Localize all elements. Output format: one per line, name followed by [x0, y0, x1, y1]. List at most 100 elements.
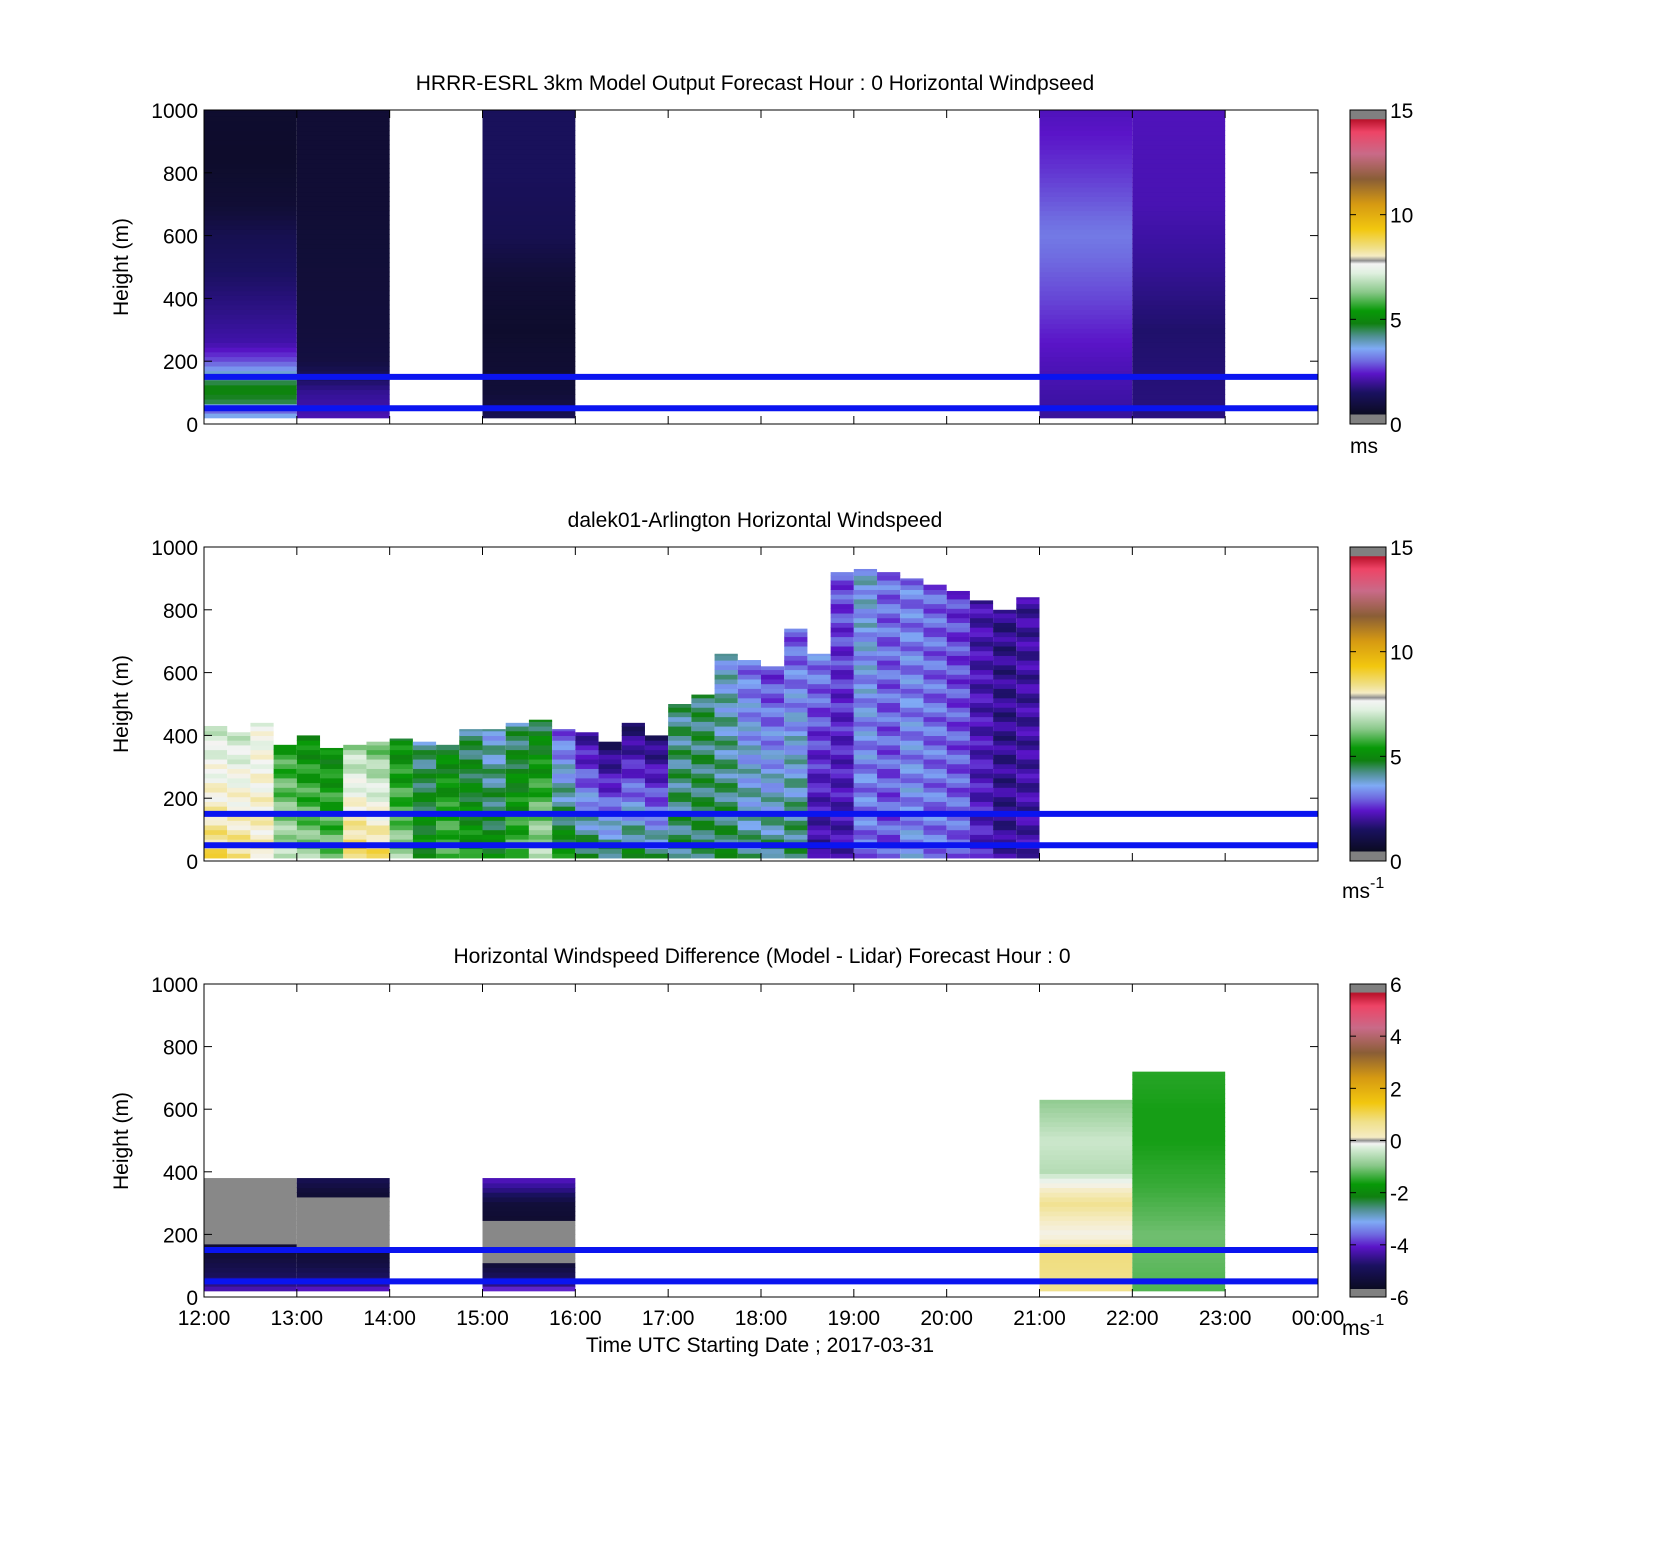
panel2-cell [459, 777, 483, 784]
panel2-cell [621, 815, 645, 821]
panel2-cell [923, 631, 947, 638]
panel2-cell [737, 683, 761, 689]
panel2-cell [389, 829, 413, 835]
panel3-cell [1132, 1074, 1226, 1081]
panel2-cell [877, 711, 901, 718]
panel3-cell [1039, 1267, 1133, 1273]
panel1-cell [1039, 370, 1133, 376]
panel2-cell [505, 791, 529, 798]
panel2-cell [853, 579, 878, 586]
panel2-cell [853, 688, 878, 694]
panel2-cell [273, 777, 297, 784]
panel2-cell [946, 763, 970, 769]
panel2-cell [877, 674, 901, 680]
panel2-cell [737, 664, 761, 671]
panel3-cell [1039, 1159, 1133, 1165]
x-tick-label: 22:00 [1106, 1307, 1159, 1330]
panel1-cell [482, 238, 576, 245]
panel2-cell [528, 815, 553, 821]
panel2-cell [993, 853, 1017, 859]
panel2-cell [389, 806, 413, 812]
panel2-cell [273, 796, 297, 802]
panel2-cell [923, 839, 947, 845]
panel2-cell [946, 702, 970, 708]
panel2-cell [877, 650, 901, 656]
panel2-cell [830, 693, 854, 699]
panel2-cell [946, 820, 970, 826]
panel2-title: dalek01-Arlington Horizontal Windspeed [568, 509, 943, 532]
panel2-cell [737, 773, 761, 779]
panel2-cell [830, 697, 854, 704]
panel2-cell [1016, 730, 1040, 736]
panel2-cell [552, 735, 576, 741]
panel1-cell [204, 304, 297, 310]
panel1-cell [1132, 304, 1226, 310]
panel2-cell [1016, 622, 1040, 628]
panel2-cell [575, 754, 599, 760]
panel2-cell [877, 820, 901, 826]
panel2-cell [946, 693, 970, 699]
panel2-cell [969, 791, 994, 798]
panel1-cell [482, 281, 576, 287]
panel2-cell [436, 824, 460, 831]
panel2-cell [575, 732, 599, 736]
panel2-cell [505, 749, 529, 755]
panel2-cell [273, 754, 297, 760]
panel2-cell [552, 806, 576, 812]
panel2-cell [761, 763, 785, 769]
panel2-cell [204, 815, 228, 821]
panel2-cell [877, 612, 901, 619]
panel2-cell [227, 829, 251, 835]
panel2-cell [807, 834, 831, 840]
panel2-cell [784, 773, 808, 779]
panel2-cell [830, 669, 854, 675]
panel2-cell [969, 655, 994, 661]
panel2-cell [250, 796, 274, 802]
panel1-cell [1132, 361, 1226, 367]
panel3-cell [296, 1243, 390, 1250]
panel2-cell [946, 631, 970, 638]
panel2-cell [459, 735, 483, 741]
panel2-cell [993, 740, 1017, 746]
x-tick-label: 16:00 [549, 1307, 602, 1330]
panel2-cell [621, 796, 645, 802]
panel1-cell [1039, 276, 1133, 282]
panel2-cell [668, 791, 692, 798]
panel2-cell [830, 655, 854, 661]
panel3-cell [1039, 1234, 1133, 1240]
panel1-cell [296, 380, 390, 386]
panel2-cell [575, 768, 599, 774]
panel2-cell [320, 801, 344, 807]
panel3-cell [1132, 1271, 1226, 1278]
panel2-cell [923, 773, 947, 779]
panel2-cell [296, 796, 321, 802]
panel3-cell [204, 1178, 297, 1184]
panel2-cell [969, 641, 994, 647]
panel2-cell [807, 796, 831, 802]
panel1-cell [1039, 389, 1133, 395]
panel2-cell [528, 725, 553, 732]
panel2-cell [969, 669, 994, 675]
panel1-cell [1039, 229, 1133, 235]
panel2-cell [668, 853, 692, 859]
panel1-cell [482, 153, 576, 160]
panel2-cell [923, 716, 947, 722]
panel2-cell [830, 815, 854, 821]
panel2-cell [969, 631, 994, 638]
panel2-cell [969, 730, 994, 736]
panel1-cell [482, 210, 576, 216]
panel1-cell [1132, 135, 1226, 141]
panel2-cell [528, 777, 553, 784]
panel2-cell [1016, 758, 1040, 765]
panel2-cell [320, 829, 344, 835]
panel2-cell [644, 735, 669, 741]
panel2-cell [900, 711, 924, 718]
panel2-cell [644, 749, 669, 755]
panel2-cell [993, 773, 1017, 779]
panel2-cell [969, 763, 994, 769]
panel2-cell [552, 758, 576, 765]
panel2-cell [1016, 725, 1040, 732]
panel2-cell [436, 815, 460, 821]
panel2-cell [877, 744, 901, 751]
